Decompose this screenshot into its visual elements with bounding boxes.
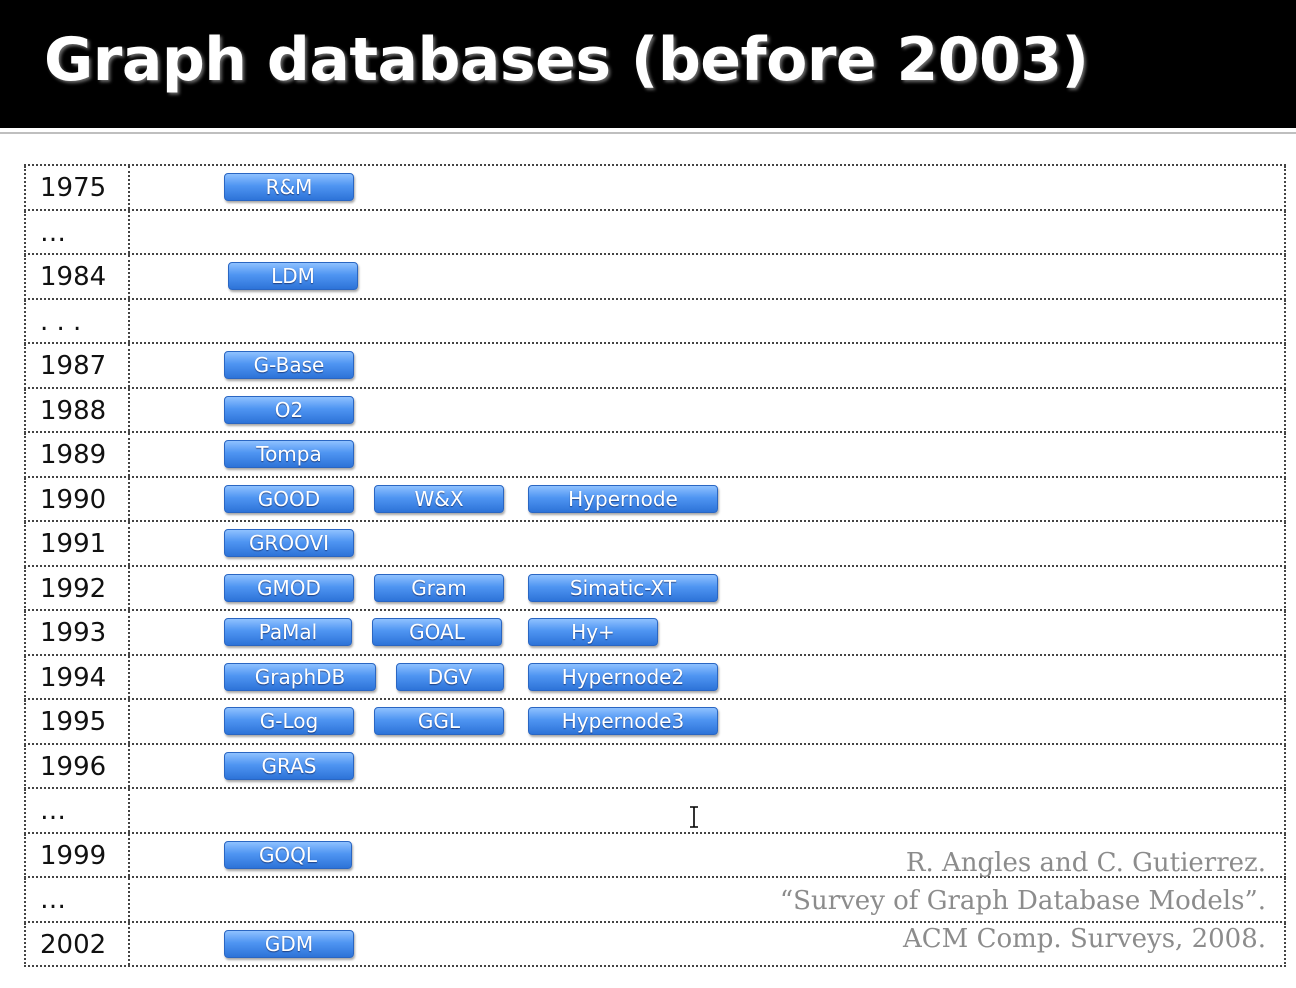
table-row: 1996 GRAS <box>24 744 1286 789</box>
table-row: 1989 Tompa <box>24 433 1286 478</box>
database-model-pill: Hypernode2 <box>528 662 718 691</box>
citation-line-venue: ACM Comp. Surveys, 2008. <box>903 924 1266 954</box>
citation-line-authors: R. Angles and C. Gutierrez. <box>905 848 1266 878</box>
database-model-pill: GDM <box>224 929 354 958</box>
database-model-pill: Simatic-XT <box>528 573 718 602</box>
database-model-pill: GOAL <box>372 618 502 646</box>
database-model-pill: GOOD <box>224 484 354 513</box>
database-model-pill: Hypernode3 <box>528 707 718 735</box>
database-model-pill: O2 <box>224 395 354 424</box>
table-row: 1993 PaMal GOAL Hy+ <box>24 611 1286 656</box>
table-row: … <box>24 878 1286 923</box>
table-row: … <box>24 789 1286 834</box>
database-model-pill: GOQL <box>224 840 352 869</box>
database-model-pill: GRAS <box>224 751 354 780</box>
database-model-pill: PaMal <box>224 618 352 646</box>
database-model-pill: GROOVI <box>224 529 354 557</box>
table-row: 1987 G-Base <box>24 344 1286 389</box>
database-model-pill: LDM <box>228 262 358 290</box>
year-label: 1990 <box>26 477 130 520</box>
table-row: 1991 GROOVI <box>24 522 1286 567</box>
year-label: 1988 <box>26 388 130 431</box>
year-label: … <box>26 878 130 921</box>
year-label: 1999 <box>26 833 130 876</box>
year-label: 1987 <box>26 344 130 387</box>
citation-line-title: “Survey of Graph Database Models”. <box>779 886 1266 916</box>
year-label: 1992 <box>26 566 130 609</box>
year-label: 1984 <box>26 255 130 298</box>
page-title: Graph databases (before 2003) <box>44 25 1089 95</box>
year-label: 1991 <box>26 522 130 565</box>
text-cursor-icon <box>690 806 698 828</box>
database-model-pill: W&X <box>374 484 504 513</box>
database-model-pill: DGV <box>396 662 504 691</box>
database-model-pill: Tompa <box>224 440 354 468</box>
year-label: 1996 <box>26 744 130 787</box>
table-row: 1999 GOQL <box>24 833 1286 878</box>
table-row: 1988 O2 <box>24 388 1286 433</box>
year-label: … <box>26 789 130 832</box>
table-row: 1995 G-Log GGL Hypernode3 <box>24 700 1286 745</box>
timeline-table: 1975 R&M… 1984 LDM. . . 1987 G-Base 1988 O2 1989… <box>24 164 1286 967</box>
database-model-pill: R&M <box>224 173 354 201</box>
database-model-pill: G-Base <box>224 351 354 379</box>
table-row: 2002 GDM <box>24 922 1286 967</box>
database-model-pill: Hypernode <box>528 484 718 513</box>
database-model-pill: G-Log <box>224 707 354 735</box>
table-row: 1984 LDM <box>24 255 1286 300</box>
year-label: … <box>26 210 130 253</box>
year-label: 1975 <box>26 166 130 209</box>
year-label: 1995 <box>26 700 130 743</box>
title-bar: Graph databases (before 2003) <box>0 0 1296 134</box>
database-model-pill: GMOD <box>224 573 354 602</box>
year-label: 2002 <box>26 922 130 965</box>
database-model-pill: GraphDB <box>224 662 376 691</box>
table-row: 1994 GraphDB DGV Hypernode2 <box>24 655 1286 700</box>
table-row: . . . <box>24 299 1286 344</box>
citation: R. Angles and C. Gutierrez. “Survey of G… <box>780 844 1266 958</box>
table-row: … <box>24 210 1286 255</box>
year-label: 1993 <box>26 611 130 654</box>
year-label: 1994 <box>26 655 130 698</box>
year-label: . . . <box>26 299 130 342</box>
database-model-pill: GGL <box>374 707 504 735</box>
database-model-pill: Hy+ <box>528 618 658 646</box>
database-model-pill: Gram <box>374 573 504 602</box>
year-label: 1989 <box>26 433 130 476</box>
table-row: 1975 R&M <box>24 166 1286 211</box>
table-row: 1990 GOOD W&X Hypernode <box>24 477 1286 522</box>
table-row: 1992 GMOD Gram Simatic-XT <box>24 566 1286 611</box>
